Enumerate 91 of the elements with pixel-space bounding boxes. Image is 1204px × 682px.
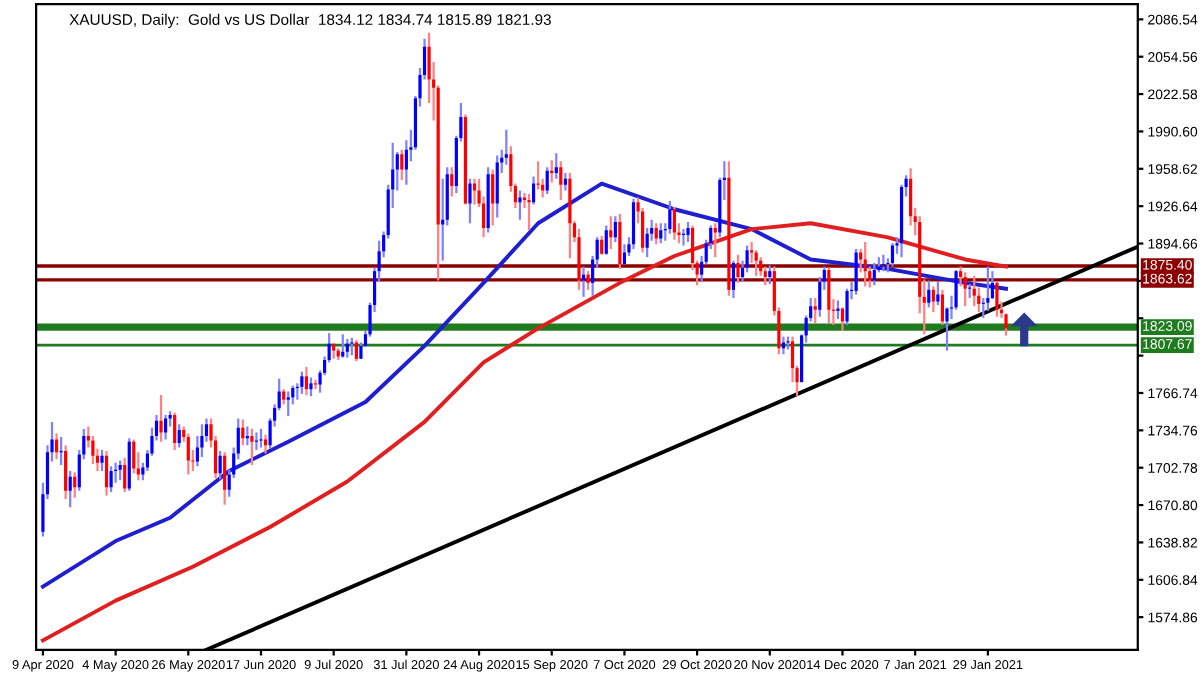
candlestick — [559, 160, 563, 202]
candlestick — [186, 432, 190, 476]
candlestick — [618, 212, 622, 270]
candlestick — [345, 337, 349, 359]
candlestick — [223, 451, 227, 506]
candlestick — [200, 423, 204, 459]
candlestick — [109, 465, 113, 494]
candlestick — [123, 457, 127, 494]
candlestick — [890, 242, 895, 268]
candlestick — [813, 296, 817, 325]
candlestick — [963, 271, 967, 308]
candlestick — [218, 449, 222, 481]
candlestick — [259, 427, 263, 449]
candlestick — [631, 197, 636, 251]
candlestick — [759, 256, 763, 277]
candlestick — [604, 224, 608, 256]
candlestick — [64, 444, 68, 501]
candlestick — [931, 285, 935, 314]
candlestick — [313, 378, 318, 391]
candlestick — [836, 299, 840, 321]
candlestick — [731, 259, 736, 300]
candlestick — [845, 287, 849, 327]
line-series — [40, 181, 1008, 589]
candlestick — [586, 270, 590, 291]
candlestick — [518, 189, 522, 221]
candlestick — [73, 471, 77, 499]
candlestick — [568, 171, 572, 260]
candlestick — [54, 432, 59, 461]
candlestick — [954, 268, 958, 311]
candlestick — [491, 168, 495, 227]
candlestick — [609, 215, 613, 251]
candlestick — [754, 249, 758, 277]
candlestick — [745, 244, 749, 274]
candlestick — [468, 177, 472, 225]
candlestick — [768, 264, 772, 286]
candlestick — [995, 280, 999, 318]
candlestick — [164, 413, 168, 441]
candlestick — [972, 274, 976, 308]
line-series — [40, 221, 1008, 643]
candlestick — [577, 228, 581, 291]
candlestick — [527, 192, 531, 232]
candlestick — [104, 449, 109, 497]
candlestick — [286, 390, 290, 418]
candlestick — [786, 335, 790, 351]
candlestick — [872, 261, 876, 287]
candlestick — [654, 222, 658, 246]
candlestick — [159, 393, 163, 443]
candlestick — [672, 205, 676, 241]
candlestick — [127, 437, 131, 492]
candlestick — [304, 365, 309, 397]
candlestick — [250, 427, 254, 467]
candlestick — [763, 265, 767, 287]
candlestick — [400, 148, 404, 182]
candlestick — [177, 423, 181, 449]
candlestick — [645, 226, 649, 259]
candlestick — [713, 222, 717, 259]
candlestick — [936, 280, 940, 307]
candlestick — [450, 166, 454, 198]
candlestick — [545, 166, 549, 196]
candlestick — [118, 459, 122, 482]
candlestick — [613, 215, 617, 244]
candlestick — [600, 235, 604, 256]
candlestick — [909, 167, 913, 227]
candlestick — [581, 265, 586, 298]
candlestick — [531, 175, 536, 206]
candlestick — [495, 154, 499, 219]
candlestick — [354, 338, 358, 363]
candlestick — [263, 433, 268, 455]
candlestick — [727, 160, 731, 297]
candlestick — [668, 199, 672, 235]
candlestick — [827, 266, 831, 325]
candlestick — [132, 438, 136, 475]
candlestick — [100, 448, 104, 473]
candlestick — [504, 128, 508, 166]
candlestick — [863, 240, 867, 288]
candlestick — [241, 418, 245, 447]
candlestick — [927, 279, 931, 309]
candlestick — [854, 247, 858, 296]
candlestick — [659, 222, 663, 245]
candlestick — [641, 206, 645, 254]
candlestick — [736, 253, 740, 284]
candlestick — [940, 288, 945, 327]
candlestick — [554, 152, 558, 180]
candlestick — [173, 411, 177, 452]
candlestick — [472, 177, 477, 206]
candlestick — [68, 469, 72, 509]
candlestick — [91, 434, 95, 466]
candlestick — [986, 265, 990, 313]
candlestick — [300, 370, 304, 395]
candlestick — [686, 220, 690, 244]
candlestick — [309, 376, 313, 398]
